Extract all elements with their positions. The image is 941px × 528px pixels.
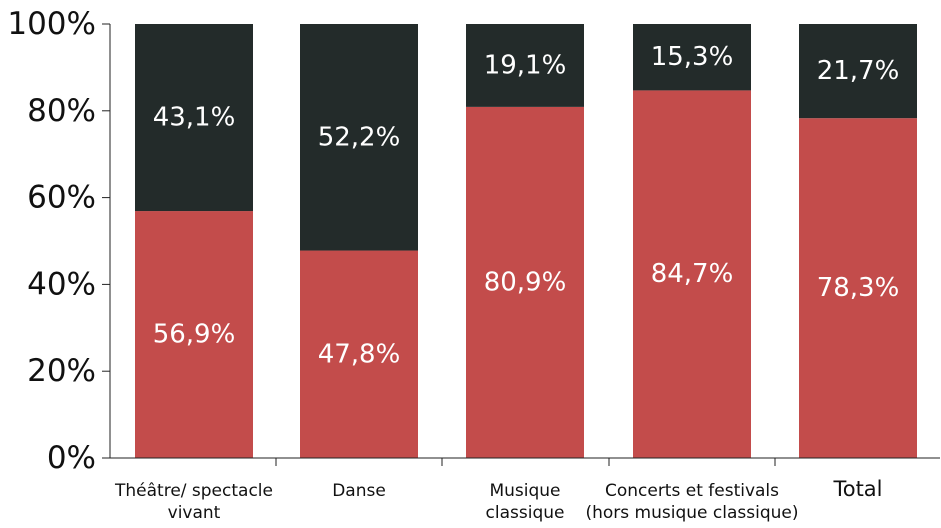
data-label: 78,3% xyxy=(817,273,900,303)
y-tick-label: 0% xyxy=(47,440,96,476)
data-label: 56,9% xyxy=(153,320,236,350)
y-tick-label: 20% xyxy=(27,353,96,389)
category-label: Théâtre/ spectacle xyxy=(114,481,273,501)
category-label: Concerts et festivals xyxy=(605,481,779,501)
bar-segment xyxy=(633,90,751,458)
bar-segment xyxy=(300,24,418,251)
bar-segment xyxy=(300,250,418,458)
data-label: 15,3% xyxy=(651,42,734,72)
y-tick-label: 100% xyxy=(7,6,96,42)
data-label: 52,2% xyxy=(318,122,401,152)
category-label: Total xyxy=(832,477,882,501)
bar-segment xyxy=(135,211,253,458)
category-label: (hors musique classique) xyxy=(586,503,799,523)
data-label: 21,7% xyxy=(817,56,900,86)
category-label: classique xyxy=(486,503,565,523)
category-label: Musique xyxy=(489,481,560,501)
bar-segment xyxy=(633,24,751,91)
data-label: 43,1% xyxy=(153,103,236,133)
data-label: 19,1% xyxy=(484,50,567,80)
bar-segment xyxy=(799,24,917,119)
data-label: 47,8% xyxy=(318,339,401,369)
y-tick-label: 60% xyxy=(27,180,96,216)
data-label: 84,7% xyxy=(651,259,734,289)
y-tick-label: 40% xyxy=(27,266,96,302)
bar-segment xyxy=(466,106,584,459)
data-label: 80,9% xyxy=(484,267,567,297)
category-label: vivant xyxy=(168,503,221,523)
bar-segment xyxy=(799,118,917,458)
category-label: Danse xyxy=(332,481,386,501)
bar-segment xyxy=(466,24,584,107)
bar-segment xyxy=(135,24,253,212)
y-tick-label: 80% xyxy=(27,93,96,129)
